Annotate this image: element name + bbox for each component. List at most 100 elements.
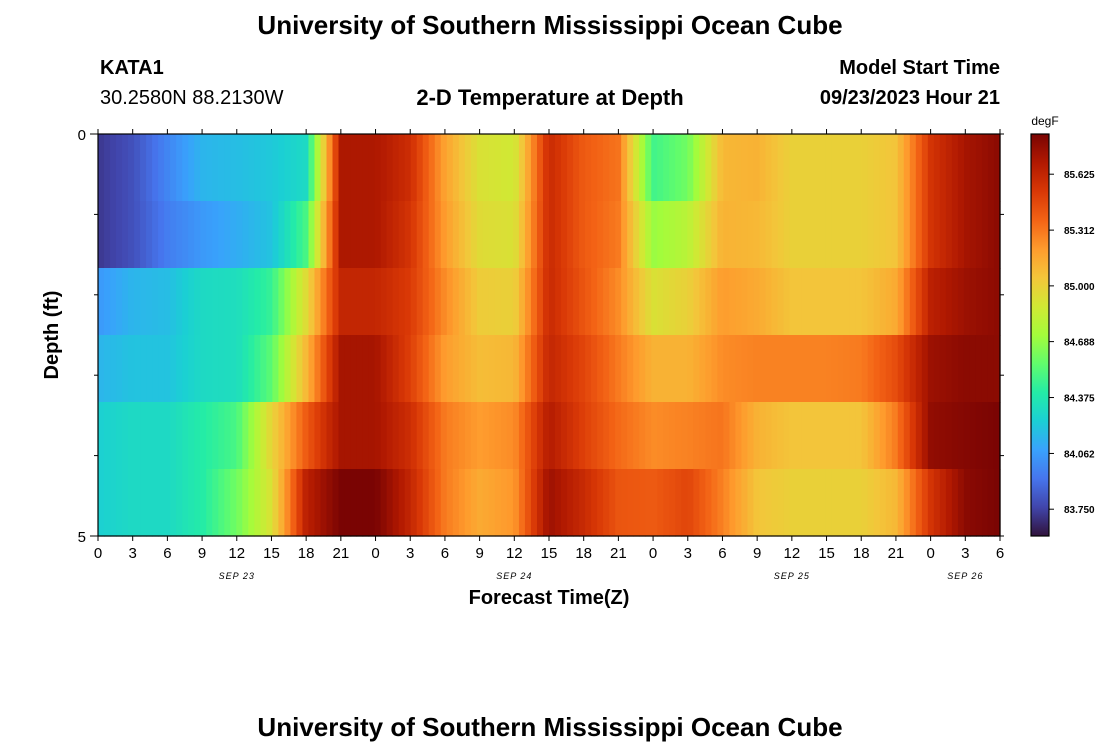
- heatmap-cell: [158, 335, 165, 403]
- heatmap-cell: [326, 268, 334, 336]
- heatmap-cell: [314, 402, 322, 470]
- heatmap-cell: [597, 469, 604, 537]
- heatmap-cell: [230, 335, 237, 403]
- heatmap-cell: [332, 268, 340, 336]
- heatmap-cell: [296, 335, 304, 403]
- heatmap-cell: [867, 469, 875, 537]
- heatmap-cell: [903, 402, 911, 470]
- heatmap-cell: [98, 469, 105, 537]
- heatmap-cell: [693, 201, 700, 269]
- x-tick-label: 15: [263, 545, 280, 562]
- heatmap-cell: [470, 402, 478, 470]
- heatmap-cell: [512, 402, 520, 470]
- heatmap-cell: [837, 469, 845, 537]
- heatmap-cell: [741, 134, 749, 202]
- heatmap-cell: [482, 402, 490, 470]
- heatmap-cell: [206, 268, 213, 336]
- heatmap-cell: [284, 469, 292, 537]
- heatmap-cell: [897, 268, 905, 336]
- heatmap-cell: [819, 268, 827, 336]
- heatmap-cell: [422, 268, 430, 336]
- heatmap-cell: [248, 469, 255, 537]
- heatmap-cell: [530, 335, 538, 403]
- heatmap-cell: [951, 134, 959, 202]
- colorbar-tick-label: 85.312: [1064, 226, 1095, 237]
- heatmap-cell: [921, 469, 929, 537]
- heatmap-cell: [735, 201, 743, 269]
- heatmap-cell: [663, 335, 670, 403]
- heatmap-cell: [110, 335, 117, 403]
- heatmap-cell: [819, 134, 827, 202]
- heatmap-cell: [831, 335, 839, 403]
- colorbar-tick-label: 84.688: [1064, 338, 1095, 349]
- heatmap-cell: [729, 134, 737, 202]
- heatmap-cell: [621, 201, 628, 269]
- heatmap-cell: [693, 335, 700, 403]
- heatmap-cell: [128, 335, 135, 403]
- heatmap-cell: [428, 402, 436, 470]
- heatmap-cell: [248, 134, 255, 202]
- heatmap-cell: [753, 268, 761, 336]
- heatmap-cell: [831, 201, 839, 269]
- heatmap-cell: [302, 268, 310, 336]
- heatmap-cell: [975, 268, 983, 336]
- heatmap-cell: [194, 469, 201, 537]
- heatmap-cell: [555, 201, 562, 269]
- heatmap-cell: [254, 402, 261, 470]
- heatmap-cell: [693, 134, 700, 202]
- heatmap-cell: [993, 268, 1001, 336]
- heatmap-cell: [891, 402, 899, 470]
- heatmap-cell: [326, 335, 334, 403]
- heatmap-cell: [458, 201, 466, 269]
- heatmap-cell: [837, 402, 845, 470]
- heatmap-cell: [981, 402, 989, 470]
- heatmap-cell: [699, 335, 706, 403]
- heatmap-cell: [170, 335, 177, 403]
- heatmap-cell: [603, 402, 610, 470]
- heatmap-cell: [398, 201, 406, 269]
- heatmap-cell: [879, 268, 887, 336]
- heatmap-cell: [897, 335, 905, 403]
- heatmap-cell: [344, 402, 352, 470]
- heatmap-cell: [158, 268, 165, 336]
- heatmap-cell: [122, 201, 129, 269]
- heatmap-cell: [735, 335, 743, 403]
- heatmap-cell: [687, 134, 694, 202]
- heatmap-cell: [218, 268, 225, 336]
- heatmap-cell: [392, 268, 400, 336]
- heatmap-cell: [188, 402, 195, 470]
- heatmap-cell: [975, 402, 983, 470]
- heatmap-cell: [915, 134, 923, 202]
- heatmap-cell: [597, 134, 604, 202]
- heatmap-cell: [813, 335, 821, 403]
- heatmap-cell: [669, 469, 676, 537]
- heatmap-cell: [152, 268, 159, 336]
- heatmap-cell: [837, 134, 845, 202]
- x-tick-label: 12: [228, 545, 245, 562]
- heatmap-cell: [542, 268, 550, 336]
- heatmap-cell: [699, 268, 706, 336]
- heatmap-cell: [104, 134, 111, 202]
- heatmap-cell: [242, 268, 249, 336]
- heatmap-cell: [927, 201, 935, 269]
- heatmap-cell: [146, 402, 153, 470]
- heatmap-cell: [963, 268, 971, 336]
- heatmap-cell: [452, 201, 460, 269]
- heatmap-cell: [104, 268, 111, 336]
- heatmap-cell: [549, 268, 556, 336]
- heatmap-cell: [987, 134, 995, 202]
- heatmap-cell: [440, 268, 448, 336]
- heatmap-cell: [380, 201, 388, 269]
- heatmap-cell: [140, 469, 147, 537]
- x-tick-label: 0: [649, 545, 657, 562]
- heatmap-cell: [783, 134, 791, 202]
- heatmap-cell: [615, 335, 622, 403]
- heatmap-cell: [849, 469, 857, 537]
- heatmap-cell: [110, 402, 117, 470]
- heatmap-cell: [278, 469, 286, 537]
- heatmap-cell: [705, 134, 712, 202]
- heatmap-cell: [356, 469, 364, 537]
- heatmap-cell: [272, 469, 279, 537]
- heatmap-cell: [561, 201, 568, 269]
- heatmap-cell: [891, 469, 899, 537]
